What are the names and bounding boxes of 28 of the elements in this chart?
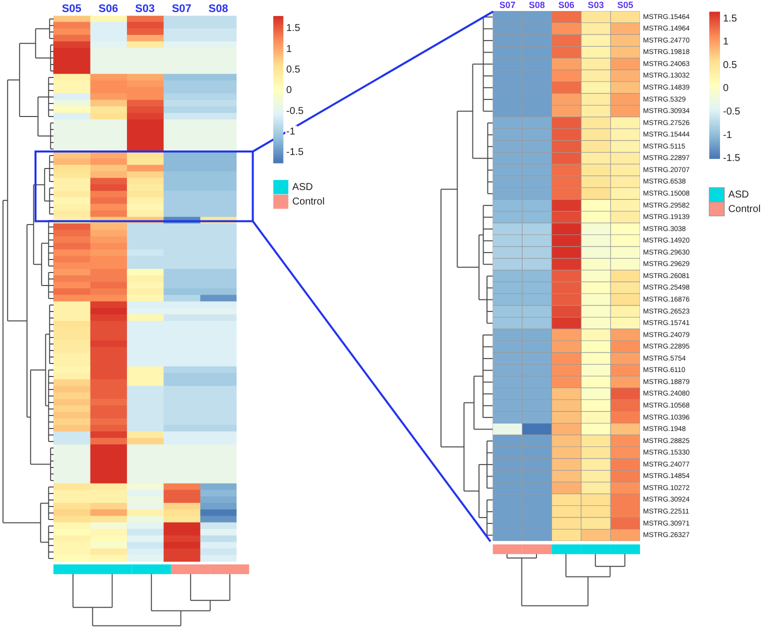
legend-label: Control xyxy=(292,196,325,208)
x-tick-label: S03 xyxy=(588,0,604,10)
color-bar-label: 1.5 xyxy=(286,23,301,34)
x-tick-label: S06 xyxy=(98,3,118,16)
legend-label: Control xyxy=(728,204,761,215)
color-bar-label: -1.5 xyxy=(723,153,741,164)
color-bar-label: -0.5 xyxy=(286,106,304,117)
legend-label: ASD xyxy=(292,182,313,194)
color-bar-label: -1 xyxy=(286,126,296,138)
color-bar-label: 1.5 xyxy=(723,13,738,24)
color-bar-label: -1 xyxy=(723,130,732,141)
color-bar-label: 0.5 xyxy=(723,60,738,71)
x-tick-label: S05 xyxy=(62,3,82,16)
color-bar-label: 1 xyxy=(723,36,729,48)
x-tick-label: S07 xyxy=(172,3,192,16)
color-bar-label: 0 xyxy=(723,83,729,94)
x-tick-label: S08 xyxy=(528,0,545,10)
x-tick-label: S08 xyxy=(208,3,228,16)
legend-label: ASD xyxy=(728,190,749,201)
x-tick-label: S03 xyxy=(135,3,155,16)
color-bar-label: 0 xyxy=(286,85,292,96)
x-tick-label: S06 xyxy=(558,0,574,10)
x-tick-label: S05 xyxy=(617,0,634,10)
color-bar-label: -0.5 xyxy=(723,106,741,118)
color-bar-label: -1.5 xyxy=(286,147,304,158)
x-tick-label: S07 xyxy=(499,0,516,10)
color-bar-label: 0.5 xyxy=(286,64,301,76)
color-bar-label: 1 xyxy=(286,44,292,55)
